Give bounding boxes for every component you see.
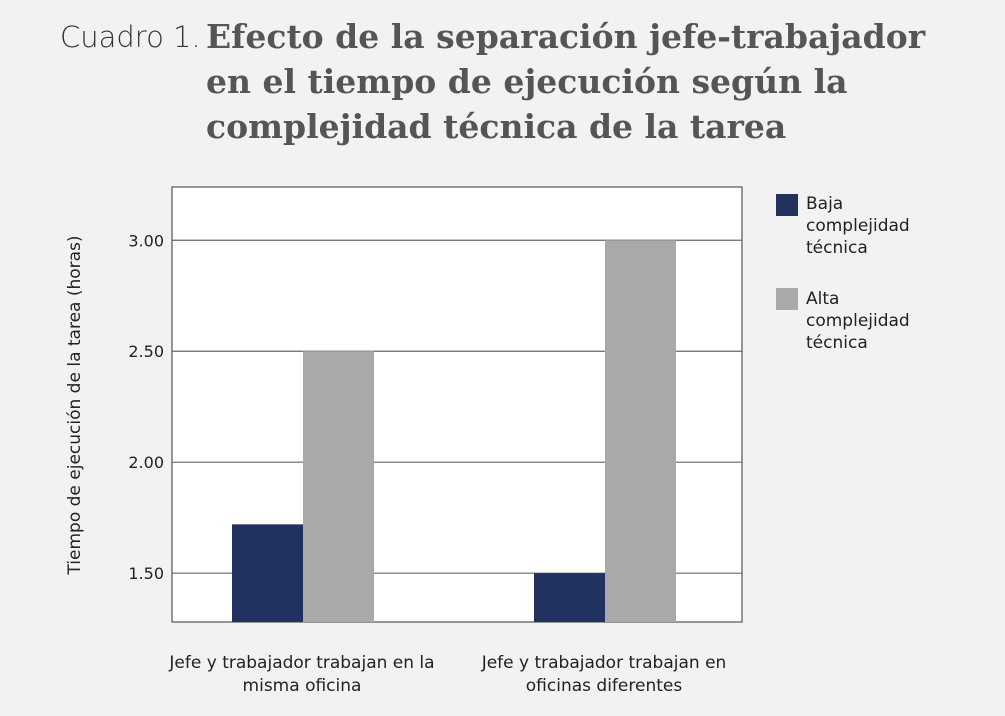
x-category-label: Jefe y trabajador trabajan en oficinas d…	[481, 653, 727, 696]
y-axis-label: Tiempo de ejecución de la tarea (horas)	[65, 235, 85, 575]
legend-label-alta: Alta complejidad técnica	[806, 289, 910, 353]
legend-label-baja: Baja complejidad técnica	[806, 194, 910, 258]
x-category-label: Jefe y trabajador trabajan en la misma o…	[169, 653, 435, 696]
y-tick-label: 3.00	[128, 231, 164, 250]
y-tick-label: 2.50	[128, 342, 164, 361]
chart-title: Efecto de la separación jefe-trabajador …	[206, 17, 926, 146]
bar-baja-1	[232, 524, 303, 622]
y-tick-label: 2.00	[128, 453, 164, 472]
legend-swatch-baja	[776, 194, 798, 216]
bar-baja-2	[534, 573, 605, 622]
bar-alta-2	[605, 240, 676, 622]
y-tick-label: 1.50	[128, 564, 164, 583]
legend-swatch-alta	[776, 288, 798, 310]
figure-number: Cuadro 1.	[60, 20, 201, 54]
bar-alta-1	[303, 351, 374, 622]
